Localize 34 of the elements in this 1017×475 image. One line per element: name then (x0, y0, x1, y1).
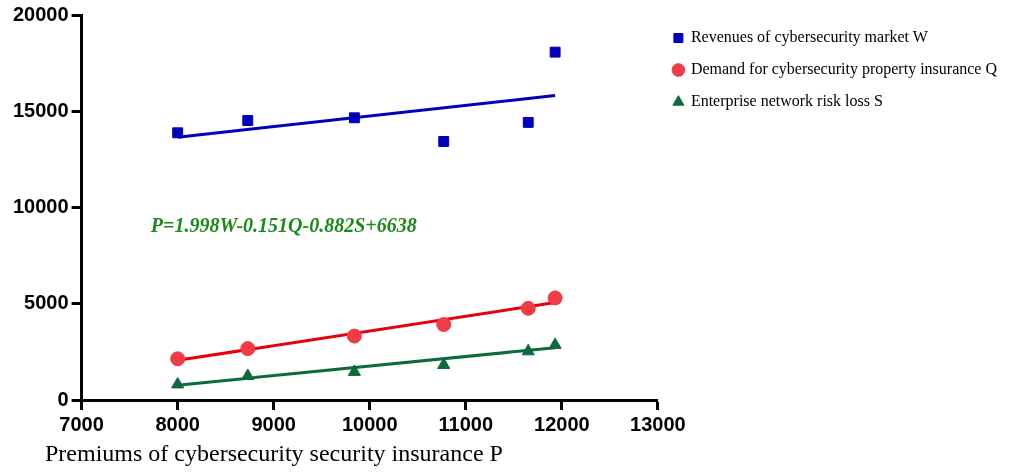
point (438, 136, 450, 147)
x-tick-label: 7000 (59, 412, 104, 435)
legend-label: Revenues of cybersecurity market W (690, 28, 929, 47)
x-tick-label: 10000 (341, 412, 398, 435)
legend-label: Enterprise network risk loss S (690, 92, 883, 111)
point (520, 300, 536, 316)
point (436, 317, 452, 333)
point (242, 115, 254, 126)
point (172, 127, 184, 139)
y-tick-label: 0 (57, 387, 69, 410)
point (547, 290, 563, 306)
x-tick-label: 11000 (438, 412, 494, 435)
y-tick-label: 20000 (12, 2, 69, 25)
point (348, 112, 360, 124)
point (346, 328, 362, 344)
point (240, 341, 256, 357)
point (241, 368, 255, 380)
legend-label: Demand for cybersecurity property insurance Q (690, 60, 998, 79)
x-axis-title: Premiums of cybersecurity security insurance P (45, 440, 503, 467)
y-tick-label: 15000 (12, 98, 69, 121)
x-tick-label: 9000 (251, 412, 296, 435)
point (549, 46, 561, 58)
point (171, 376, 185, 389)
y-tick-label: 5000 (24, 291, 69, 314)
x-tick-label: 12000 (534, 412, 590, 435)
x-tick-label: 13000 (630, 412, 686, 435)
point (522, 116, 534, 128)
point (521, 343, 535, 356)
point (347, 364, 361, 376)
point (170, 351, 186, 367)
x-tick-label: 8000 (155, 412, 200, 435)
annotation: P=1.998W-0.151Q-0.882S+6638 (149, 213, 417, 236)
y-tick-label: 10000 (12, 195, 69, 218)
point (548, 337, 562, 349)
